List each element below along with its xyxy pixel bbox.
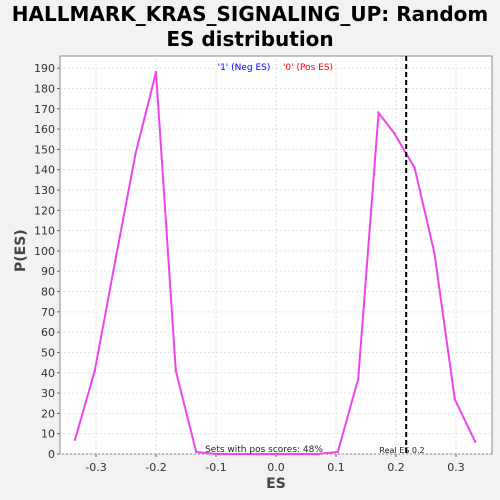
data-point bbox=[377, 112, 379, 114]
data-point bbox=[433, 252, 435, 254]
y-tick-label: 140 bbox=[34, 164, 55, 177]
y-tick-label: 160 bbox=[34, 123, 55, 136]
y-tick-label: 40 bbox=[41, 367, 55, 380]
data-point bbox=[114, 260, 116, 262]
x-tick-label: 0.0 bbox=[267, 461, 285, 474]
y-tick-label: 150 bbox=[34, 143, 55, 156]
x-tick-label: 0.2 bbox=[387, 461, 405, 474]
y-tick-label: 170 bbox=[34, 103, 55, 116]
data-point bbox=[413, 166, 415, 168]
data-point bbox=[94, 370, 96, 372]
y-tick-label: 0 bbox=[48, 448, 55, 461]
plot-area bbox=[60, 56, 492, 454]
x-tick-label: -0.1 bbox=[205, 461, 226, 474]
x-tick-label: 0.1 bbox=[327, 461, 345, 474]
y-tick-label: 30 bbox=[41, 387, 55, 400]
x-tick-label: -0.3 bbox=[85, 461, 106, 474]
y-tick-label: 120 bbox=[34, 204, 55, 217]
legend-neg-es: '1' (Neg ES) bbox=[218, 63, 271, 73]
y-tick-label: 90 bbox=[41, 265, 55, 278]
y-tick-label: 110 bbox=[34, 225, 55, 238]
y-tick-label: 100 bbox=[34, 245, 55, 258]
data-point bbox=[357, 378, 359, 380]
y-tick-label: 50 bbox=[41, 346, 55, 359]
data-point bbox=[474, 441, 476, 443]
y-tick-label: 10 bbox=[41, 428, 55, 441]
y-tick-label: 190 bbox=[34, 62, 55, 75]
data-point bbox=[134, 152, 136, 154]
pos-scores-annotation: Sets with pos scores: 48% bbox=[205, 445, 323, 455]
data-point bbox=[393, 132, 395, 134]
data-point bbox=[195, 451, 197, 453]
y-tick-label: 180 bbox=[34, 82, 55, 95]
data-point bbox=[175, 370, 177, 372]
y-tick-label: 80 bbox=[41, 286, 55, 299]
y-tick-label: 60 bbox=[41, 326, 55, 339]
data-point bbox=[454, 398, 456, 400]
data-point bbox=[74, 439, 76, 441]
real-es-annotation: Real ES 0.2 bbox=[379, 446, 424, 455]
data-point bbox=[337, 451, 339, 453]
legend-pos-es: '0' (Pos ES) bbox=[283, 63, 333, 73]
data-point bbox=[155, 71, 157, 73]
y-tick-label: 70 bbox=[41, 306, 55, 319]
y-tick-label: 130 bbox=[34, 184, 55, 197]
y-tick-label: 20 bbox=[41, 407, 55, 420]
x-tick-label: -0.2 bbox=[145, 461, 166, 474]
x-tick-label: 0.3 bbox=[447, 461, 465, 474]
